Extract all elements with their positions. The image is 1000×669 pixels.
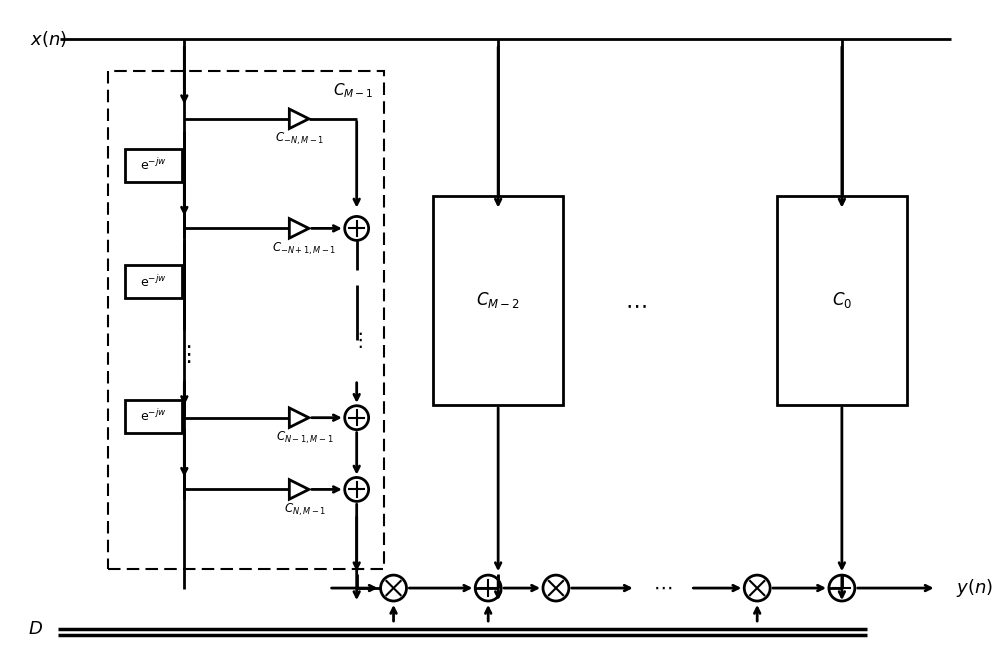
Bar [125,400,182,433]
Circle shape [744,575,770,601]
Text: $C_{-N,M-1}$: $C_{-N,M-1}$ [275,130,324,147]
Circle shape [345,478,369,501]
Text: $C_{-N+1,M-1}$: $C_{-N+1,M-1}$ [272,240,337,256]
Bar [433,195,563,405]
Text: $\cdots$: $\cdots$ [653,579,672,597]
Circle shape [829,575,855,601]
Text: $\vdots$: $\vdots$ [350,330,363,350]
Circle shape [345,217,369,240]
Text: $\mathrm{e}^{-jw}$: $\mathrm{e}^{-jw}$ [140,408,167,424]
Text: $C_{M-1}$: $C_{M-1}$ [333,82,374,100]
Bar [125,265,182,298]
Bar [777,195,907,405]
Text: $\mathrm{e}^{-jw}$: $\mathrm{e}^{-jw}$ [140,274,167,290]
Bar [125,149,182,181]
Text: $C_{N,M-1}$: $C_{N,M-1}$ [284,501,326,518]
Text: $C_{N-1,M-1}$: $C_{N-1,M-1}$ [276,429,333,446]
Text: $C_{M-2}$: $C_{M-2}$ [476,290,520,310]
Bar [108,71,384,569]
Text: $y(n)$: $y(n)$ [956,577,993,599]
Circle shape [475,575,501,601]
Text: $\mathrm{e}^{-jw}$: $\mathrm{e}^{-jw}$ [140,157,167,173]
Text: $C_0$: $C_0$ [832,290,852,310]
Circle shape [345,405,369,429]
Circle shape [381,575,406,601]
Text: $\vdots$: $\vdots$ [177,344,191,366]
Circle shape [543,575,569,601]
Text: $D$: $D$ [28,620,43,638]
Text: $x(n)$: $x(n)$ [30,29,67,49]
Text: $\cdots$: $\cdots$ [625,294,646,316]
